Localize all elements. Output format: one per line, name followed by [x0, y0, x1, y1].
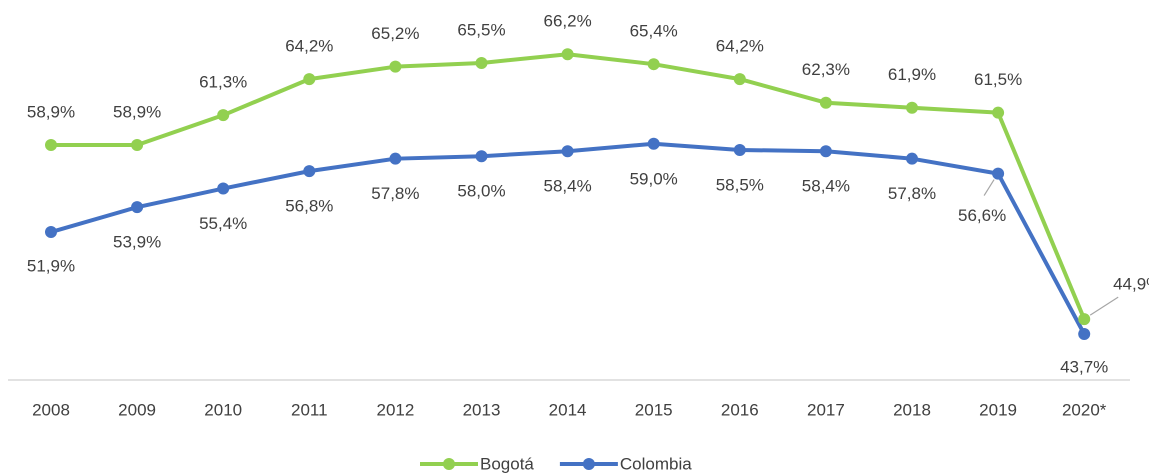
data-label: 56,6% [958, 206, 1006, 225]
x-tick-label: 2014 [549, 400, 587, 419]
point [1078, 327, 1091, 340]
data-label: 65,2% [371, 24, 419, 43]
point [561, 145, 574, 158]
data-label: 64,2% [716, 37, 764, 56]
x-tick-label: 2020* [1062, 400, 1107, 419]
legend-marker [443, 458, 455, 470]
point [217, 182, 230, 195]
data-label: 56,8% [285, 197, 333, 216]
x-tick-label: 2016 [721, 400, 759, 419]
data-label: 66,2% [543, 12, 591, 31]
data-label: 57,8% [888, 184, 936, 203]
data-label: 58,9% [113, 102, 161, 121]
data-label: 64,2% [285, 37, 333, 56]
point [819, 145, 832, 158]
point [1078, 313, 1091, 326]
data-label: 43,7% [1060, 357, 1108, 376]
data-label: 62,3% [802, 60, 850, 79]
x-tick-label: 2008 [32, 400, 70, 419]
series-line [50, 141, 1086, 335]
data-label: 58,9% [27, 102, 75, 121]
point [992, 167, 1005, 180]
point [217, 109, 230, 122]
data-label: 55,4% [199, 214, 247, 233]
point [906, 101, 918, 114]
leader-line [1089, 296, 1119, 316]
data-label: 44,9% [1113, 275, 1149, 294]
point [647, 58, 660, 71]
data-label: 58,4% [543, 177, 591, 196]
data-label: 65,5% [457, 20, 505, 39]
point [45, 139, 57, 152]
data-label: 59,0% [630, 169, 678, 188]
x-tick-label: 2011 [291, 400, 328, 419]
point [389, 152, 402, 165]
x-tick-label: 2012 [376, 400, 414, 419]
data-label: 65,4% [630, 22, 678, 41]
point [733, 73, 746, 86]
data-label: 57,8% [371, 184, 419, 203]
x-tick-label: 2013 [463, 400, 501, 419]
point [475, 56, 488, 69]
legend-label: Bogotá [480, 454, 534, 473]
x-tick-label: 2010 [204, 400, 242, 419]
point [389, 60, 402, 73]
x-tick-label: 2015 [635, 400, 673, 419]
x-tick-label: 2017 [807, 400, 845, 419]
data-label: 61,3% [199, 73, 247, 92]
data-label: 58,4% [802, 177, 850, 196]
point [819, 96, 832, 109]
data-label: 53,9% [113, 233, 161, 252]
point [992, 106, 1005, 119]
point [647, 137, 660, 150]
x-tick-label: 2018 [893, 400, 931, 419]
data-label: 61,5% [974, 70, 1022, 89]
point [906, 152, 918, 165]
point [475, 150, 488, 163]
leader-line [983, 179, 995, 196]
point [303, 165, 316, 178]
point [303, 73, 316, 86]
data-label: 58,0% [457, 182, 505, 201]
legend-marker [582, 458, 595, 470]
point [45, 226, 57, 239]
point [733, 143, 746, 156]
point [131, 201, 144, 214]
point [131, 139, 144, 152]
data-label: 61,9% [888, 65, 936, 84]
x-tick-label: 2019 [979, 400, 1017, 419]
point [561, 48, 574, 61]
data-label: 51,9% [27, 257, 75, 276]
x-tick-label: 2009 [118, 400, 156, 419]
data-label: 58,5% [716, 175, 764, 194]
legend-label: Colombia [620, 454, 692, 473]
